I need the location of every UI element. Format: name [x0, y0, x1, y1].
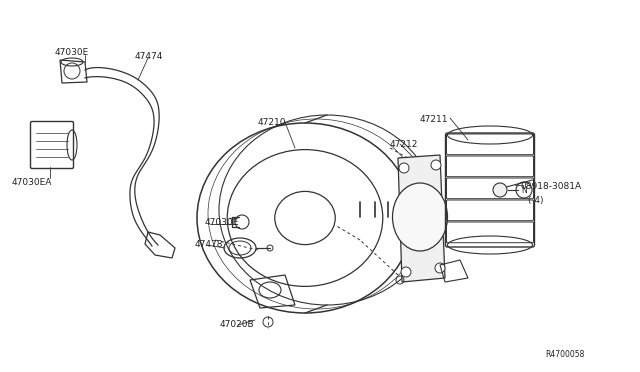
Text: 47030EA: 47030EA: [12, 178, 52, 187]
Circle shape: [493, 183, 507, 197]
Text: 47478: 47478: [195, 240, 223, 249]
Text: 47212: 47212: [390, 140, 419, 149]
Circle shape: [435, 263, 445, 273]
Text: 47474: 47474: [135, 52, 163, 61]
Text: 47030E: 47030E: [205, 218, 239, 227]
Text: 47210: 47210: [258, 118, 287, 127]
Text: 47030E: 47030E: [55, 48, 89, 57]
Polygon shape: [398, 155, 445, 282]
Text: ( 4): ( 4): [528, 196, 543, 205]
Circle shape: [431, 160, 441, 170]
Text: N: N: [521, 186, 527, 195]
Circle shape: [399, 163, 409, 173]
Circle shape: [401, 267, 411, 277]
Text: 47211: 47211: [420, 115, 449, 124]
Text: 47020B: 47020B: [220, 320, 255, 329]
Text: R4700058: R4700058: [545, 350, 584, 359]
Text: 08918-3081A: 08918-3081A: [520, 182, 581, 191]
Ellipse shape: [392, 183, 447, 251]
